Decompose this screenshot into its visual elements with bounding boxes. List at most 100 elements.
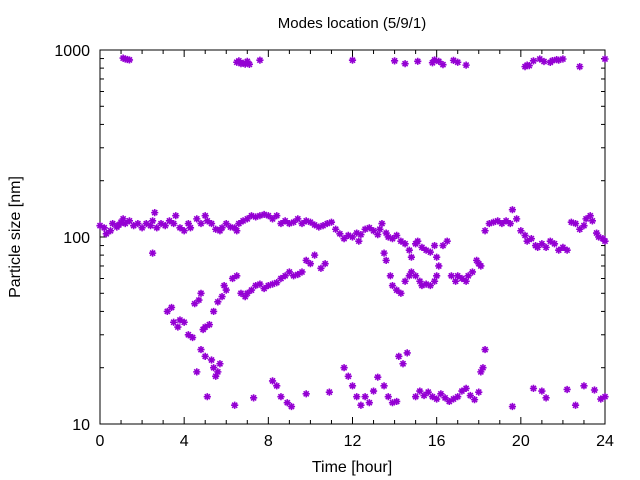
data-point-nucleation-54 bbox=[529, 384, 538, 393]
data-point-accumulation-10 bbox=[125, 217, 134, 225]
data-point-growing-72 bbox=[477, 262, 485, 270]
data-point-nucleation-2 bbox=[201, 352, 209, 360]
data-point-growing-34 bbox=[285, 268, 293, 276]
data-point-upper-25 bbox=[525, 62, 533, 70]
data-point-accumulation-23 bbox=[172, 212, 180, 220]
data-point-nucleation-22 bbox=[357, 401, 365, 409]
data-point-growing-22 bbox=[237, 289, 245, 297]
data-point-nucleation-61 bbox=[597, 395, 605, 403]
data-point-accumulation-72 bbox=[365, 224, 373, 232]
data-point-accumulation-0 bbox=[96, 222, 104, 230]
data-point-accumulation-19 bbox=[157, 219, 165, 228]
data-point-upper-0 bbox=[119, 54, 127, 62]
data-point-nucleation-14 bbox=[283, 399, 291, 407]
data-point-accumulation-50 bbox=[277, 219, 285, 228]
data-point-accumulation-107 bbox=[542, 243, 550, 251]
data-point-upper-7 bbox=[239, 59, 247, 67]
data-point-nucleation-55 bbox=[538, 387, 546, 395]
data-point-accumulation-115 bbox=[576, 225, 584, 233]
data-point-growing-0 bbox=[149, 249, 157, 257]
data-point-accumulation-27 bbox=[186, 224, 195, 232]
data-point-growing-7 bbox=[184, 331, 192, 339]
data-point-accumulation-120 bbox=[592, 229, 601, 237]
data-point-growing-54 bbox=[416, 277, 424, 285]
x-tick-label: 20 bbox=[512, 433, 530, 450]
data-point-accumulation-82 bbox=[405, 246, 413, 254]
data-point-accumulation-43 bbox=[247, 212, 256, 220]
data-point-accumulation-35 bbox=[218, 224, 226, 232]
data-point-accumulation-58 bbox=[311, 221, 319, 229]
data-point-upper-9 bbox=[243, 57, 251, 65]
data-point-accumulation-85 bbox=[414, 237, 422, 245]
data-point-accumulation-114 bbox=[571, 219, 580, 228]
data-point-accumulation-116 bbox=[580, 222, 588, 230]
data-point-growing-29 bbox=[264, 281, 272, 290]
data-point-accumulation-81 bbox=[401, 240, 409, 248]
data-point-growing-70 bbox=[473, 256, 481, 264]
data-point-accumulation-74 bbox=[374, 230, 382, 239]
data-point-accumulation-95 bbox=[498, 219, 506, 228]
data-point-accumulation-36 bbox=[222, 219, 230, 228]
data-point-accumulation-61 bbox=[323, 219, 331, 228]
data-point-accumulation-73 bbox=[369, 227, 378, 235]
data-point-growing-4 bbox=[174, 323, 182, 331]
data-point-growing-28 bbox=[260, 284, 268, 293]
data-point-growing-38 bbox=[302, 256, 310, 264]
data-point-nucleation-45 bbox=[458, 387, 466, 395]
data-point-upper-26 bbox=[529, 57, 538, 65]
data-point-growing-55 bbox=[418, 281, 426, 290]
data-point-accumulation-49 bbox=[273, 212, 281, 220]
data-point-accumulation-51 bbox=[281, 217, 289, 225]
data-point-nucleation-1 bbox=[197, 345, 205, 354]
data-point-nucleation-52 bbox=[481, 345, 489, 354]
data-point-growing-52 bbox=[407, 268, 416, 276]
data-point-growing-6 bbox=[180, 318, 188, 326]
data-point-nucleation-19 bbox=[344, 372, 352, 380]
data-point-accumulation-64 bbox=[336, 230, 344, 238]
data-point-nucleation-37 bbox=[424, 388, 432, 396]
data-point-upper-33 bbox=[559, 55, 567, 63]
data-point-nucleation-35 bbox=[416, 387, 424, 395]
data-point-accumulation-66 bbox=[344, 231, 352, 239]
data-point-growing-47 bbox=[388, 281, 397, 290]
data-point-growing-63 bbox=[447, 272, 455, 280]
data-point-accumulation-56 bbox=[302, 217, 310, 225]
y-axis-label: Particle size [nm] bbox=[7, 176, 24, 298]
data-point-accumulation-65 bbox=[340, 235, 348, 243]
data-point-accumulation-13 bbox=[138, 224, 146, 232]
data-point-accumulation-92 bbox=[485, 219, 493, 228]
data-point-nucleation-56 bbox=[542, 394, 550, 402]
data-point-nucleation-7 bbox=[214, 368, 222, 376]
data-point-growing-43 bbox=[376, 225, 384, 233]
data-points bbox=[96, 54, 609, 411]
data-point-accumulation-55 bbox=[298, 219, 306, 228]
data-point-accumulation-100 bbox=[517, 227, 525, 235]
data-point-accumulation-21 bbox=[165, 217, 174, 225]
data-point-growing-33 bbox=[281, 272, 289, 280]
data-point-accumulation-41 bbox=[239, 217, 247, 225]
data-point-growing-50 bbox=[401, 277, 409, 285]
data-point-accumulation-83 bbox=[407, 253, 416, 261]
data-point-upper-19 bbox=[439, 61, 447, 69]
data-point-nucleation-38 bbox=[428, 393, 437, 401]
data-point-nucleation-26 bbox=[374, 373, 382, 381]
data-point-accumulation-47 bbox=[264, 212, 272, 220]
data-point-upper-21 bbox=[454, 58, 462, 66]
data-point-accumulation-46 bbox=[260, 210, 268, 219]
data-point-nucleation-17 bbox=[325, 388, 333, 396]
x-tick-label: 0 bbox=[96, 433, 105, 450]
data-point-accumulation-9 bbox=[121, 219, 129, 228]
data-point-upper-12 bbox=[348, 56, 357, 64]
data-point-accumulation-78 bbox=[388, 235, 397, 243]
data-point-growing-13 bbox=[201, 323, 209, 331]
data-point-accumulation-118 bbox=[586, 212, 594, 220]
data-point-nucleation-47 bbox=[466, 391, 474, 400]
data-point-accumulation-69 bbox=[355, 237, 363, 245]
data-point-accumulation-70 bbox=[357, 230, 365, 239]
data-point-growing-36 bbox=[294, 270, 302, 279]
data-point-accumulation-123 bbox=[601, 237, 609, 245]
data-point-growing-15 bbox=[210, 307, 218, 316]
data-point-upper-15 bbox=[414, 57, 422, 65]
data-point-accumulation-109 bbox=[550, 240, 559, 248]
